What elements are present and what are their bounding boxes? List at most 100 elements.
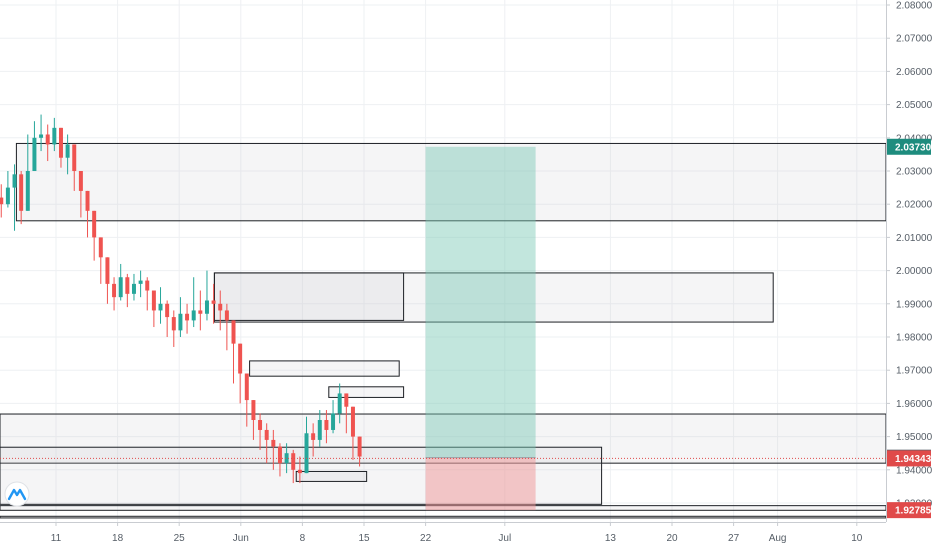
- candle-body: [178, 313, 183, 331]
- candle-body: [105, 257, 110, 284]
- candle: [125, 273, 130, 308]
- candle: [165, 300, 170, 337]
- tradingview-logo-icon[interactable]: [4, 481, 30, 507]
- price-tick-label: 2.02000: [896, 200, 932, 211]
- candle-body: [92, 210, 97, 238]
- candle-body: [324, 420, 329, 430]
- candle: [311, 423, 316, 457]
- zone-rectangle[interactable]: [295, 470, 368, 482]
- stop-loss-zone[interactable]: [425, 457, 536, 511]
- long-position-tool[interactable]: [425, 146, 536, 511]
- candle-body: [0, 197, 4, 205]
- candle-body: [171, 317, 176, 331]
- candle-body: [131, 283, 136, 294]
- candle: [344, 393, 349, 434]
- zone-rectangle[interactable]: [15, 142, 887, 222]
- candle: [211, 283, 216, 324]
- candle-body: [204, 300, 209, 314]
- candle: [324, 410, 329, 444]
- candle-body: [297, 469, 302, 474]
- zone-rectangle[interactable]: [328, 386, 405, 398]
- candle-body: [32, 137, 37, 171]
- candle-body: [118, 277, 123, 298]
- candle-body: [344, 393, 349, 407]
- candle-body: [357, 436, 362, 457]
- price-tag: 2.03730: [887, 138, 932, 155]
- profit-zone[interactable]: [425, 146, 536, 458]
- candle-body: [291, 453, 296, 470]
- candle: [19, 171, 24, 225]
- price-tag-background: [887, 502, 931, 519]
- candle: [304, 416, 309, 474]
- candle-body: [191, 310, 196, 321]
- candle-body: [65, 144, 70, 158]
- price-tick-label: 1.99000: [896, 299, 932, 310]
- zone-rectangle[interactable]: [213, 272, 405, 321]
- price-tick-label: 2.03000: [896, 167, 932, 178]
- candle-body: [185, 313, 190, 321]
- candle-body: [231, 320, 236, 344]
- candle: [85, 190, 90, 238]
- candle: [244, 373, 249, 427]
- candle: [118, 263, 123, 301]
- time-tick-label: Aug: [769, 533, 787, 544]
- candle-body: [331, 413, 336, 430]
- candle-body: [350, 406, 355, 437]
- time-tick-label: 15: [358, 533, 370, 544]
- candle-body: [72, 144, 77, 171]
- candle: [258, 413, 263, 450]
- candle: [32, 121, 37, 171]
- candle: [105, 257, 110, 304]
- candle: [78, 171, 83, 218]
- price-tick-label: 2.06000: [896, 67, 932, 78]
- candle-body: [271, 439, 276, 447]
- candle: [297, 456, 302, 484]
- zones-layer: [0, 142, 887, 519]
- time-tick-label: 13: [605, 533, 617, 544]
- candle-body: [264, 429, 269, 440]
- price-tick-label: 1.98000: [896, 333, 932, 344]
- candle-body: [78, 171, 83, 191]
- price-tag-label: 1.92785: [895, 506, 932, 517]
- logo-mark: [7, 488, 27, 501]
- time-axis-background: [0, 522, 932, 550]
- price-tick-label: 1.95000: [896, 432, 932, 443]
- time-tick-label: 10: [851, 533, 863, 544]
- zone-rectangle[interactable]: [0, 515, 887, 519]
- candle: [25, 134, 30, 211]
- candle-body: [277, 446, 282, 464]
- candle: [45, 124, 50, 162]
- candle: [185, 303, 190, 334]
- price-tag: 1.92785: [887, 502, 932, 519]
- candle: [151, 290, 156, 328]
- candle: [0, 184, 4, 218]
- candle: [198, 290, 203, 331]
- candle-body: [5, 187, 10, 205]
- candle-body: [311, 433, 316, 440]
- candle-body: [19, 174, 24, 211]
- price-tick-label: 2.01000: [896, 233, 932, 244]
- candle-body: [125, 277, 130, 294]
- candle-body: [238, 343, 243, 374]
- candlestick-series: [0, 114, 362, 484]
- price-tick-label: 1.97000: [896, 366, 932, 377]
- candle: [331, 400, 336, 434]
- price-tick-label: 2.07000: [896, 34, 932, 45]
- price-tag-label: 2.03730: [895, 142, 932, 153]
- candle: [98, 237, 103, 284]
- candle-body: [304, 433, 309, 474]
- candle: [191, 277, 196, 328]
- candle-body: [112, 283, 117, 298]
- candle-body: [12, 174, 17, 188]
- candle-body: [145, 280, 150, 291]
- price-tick-label: 2.05000: [896, 100, 932, 111]
- zone-rectangle[interactable]: [249, 360, 400, 377]
- candle: [271, 429, 276, 470]
- price-tick-label: 2.08000: [896, 1, 932, 12]
- grid: [0, 0, 886, 522]
- candle: [264, 423, 269, 464]
- candle-body: [98, 237, 103, 258]
